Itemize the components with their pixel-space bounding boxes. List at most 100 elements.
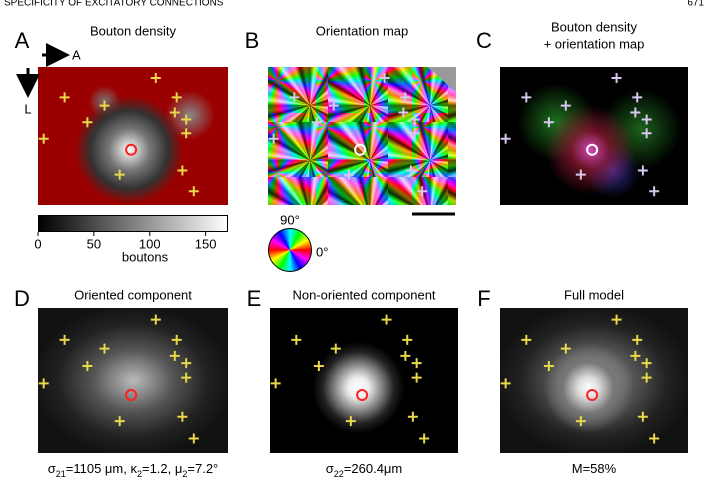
panel-title: Bouton density [551,19,638,34]
site-marker [409,128,420,139]
panel-letter: A [15,28,30,53]
site-marker [560,100,571,111]
site-marker [611,73,622,84]
panel-letter: F [477,286,490,311]
colorbar [38,215,228,232]
non-oriented-component-image [270,308,458,453]
site-marker [169,350,180,361]
site-marker [411,372,422,383]
colorbar-tick-label: 50 [87,236,101,251]
site-marker [632,92,643,103]
site-marker [419,433,430,444]
site-marker [543,117,554,128]
panel-title: Non-oriented component [292,287,435,302]
site-marker [114,169,125,180]
site-marker [82,117,93,128]
site-marker [543,361,554,371]
site-marker [38,133,49,144]
caption-text: M=58% [572,461,617,476]
site-marker [637,411,648,422]
site-marker [177,411,188,422]
site-marker [289,92,300,103]
anterior-label: A [72,47,81,62]
panel-letter: C [476,28,492,53]
site-marker [188,186,199,197]
panel-letter: E [247,286,262,311]
site-marker [630,350,641,361]
color-wheel [268,228,312,272]
site-marker [311,117,322,128]
site-marker [328,100,339,111]
site-marker [82,361,93,371]
colorbar-label: boutons [122,249,169,264]
page-number: 671 [687,0,704,9]
caption-text: σ [48,461,56,476]
site-marker [417,186,428,197]
full-model-image [500,308,688,453]
site-marker [181,114,192,125]
site-marker [575,416,586,427]
site-marker [405,165,416,176]
panel-letter: B [245,28,260,53]
site-marker [611,314,622,325]
injection-site [354,143,367,156]
site-marker [649,433,660,444]
site-marker [411,358,422,369]
caption-text: =1105 μm, κ [66,461,138,476]
site-marker [500,378,511,389]
wheel-right-label: 0° [316,244,328,259]
site-marker [150,73,161,84]
site-marker [575,169,586,180]
site-marker [291,334,302,345]
panel-letter: D [14,286,30,311]
caption-text: =260.4μm [344,461,402,476]
site-marker [641,128,652,139]
panel-caption: σ22=260.4μm [326,461,403,479]
site-marker [188,433,199,444]
combined-image [500,67,688,205]
injection-site [356,389,369,401]
site-marker [409,114,420,125]
caption-text: =1.2, μ [142,461,182,476]
site-marker [114,416,125,427]
caption-subscript: 2 [137,469,142,479]
site-marker [398,107,409,118]
site-marker [171,92,182,103]
site-marker [379,73,390,84]
site-marker [637,165,648,176]
site-marker [171,334,182,345]
bouton-density-image [38,67,228,205]
site-marker [641,358,652,369]
site-marker [99,343,110,354]
wheel-top-label: 90° [280,212,300,227]
site-marker [99,100,110,111]
running-title: SPECIFICITY OF EXCITATORY CONNECTIONS [4,0,224,9]
panel-title: Oriented component [74,287,192,302]
site-marker [177,165,188,176]
oriented-component-image [38,308,228,453]
site-marker [343,169,354,180]
colorbar-tick-label: 150 [195,236,217,251]
site-marker [402,334,413,345]
colorbar-tick-label: 0 [34,236,41,251]
injection-site [586,143,599,156]
site-marker [181,372,192,383]
site-marker [560,343,571,354]
site-marker [381,314,392,325]
panel-caption: M=58% [572,461,617,476]
site-marker [38,378,49,389]
site-marker [345,416,356,427]
orientation-map-image [268,67,456,205]
site-marker [400,92,411,103]
site-marker [630,107,641,118]
caption-subscript: 2 [182,469,187,479]
colorbar-tick-label: 100 [139,236,161,251]
panel-title: Orientation map [316,23,409,38]
site-marker [150,314,161,325]
site-marker [407,411,418,422]
caption-subscript: 22 [334,469,344,479]
site-marker [649,186,660,197]
caption-text: =7.2° [187,461,218,476]
injection-site [586,389,599,401]
